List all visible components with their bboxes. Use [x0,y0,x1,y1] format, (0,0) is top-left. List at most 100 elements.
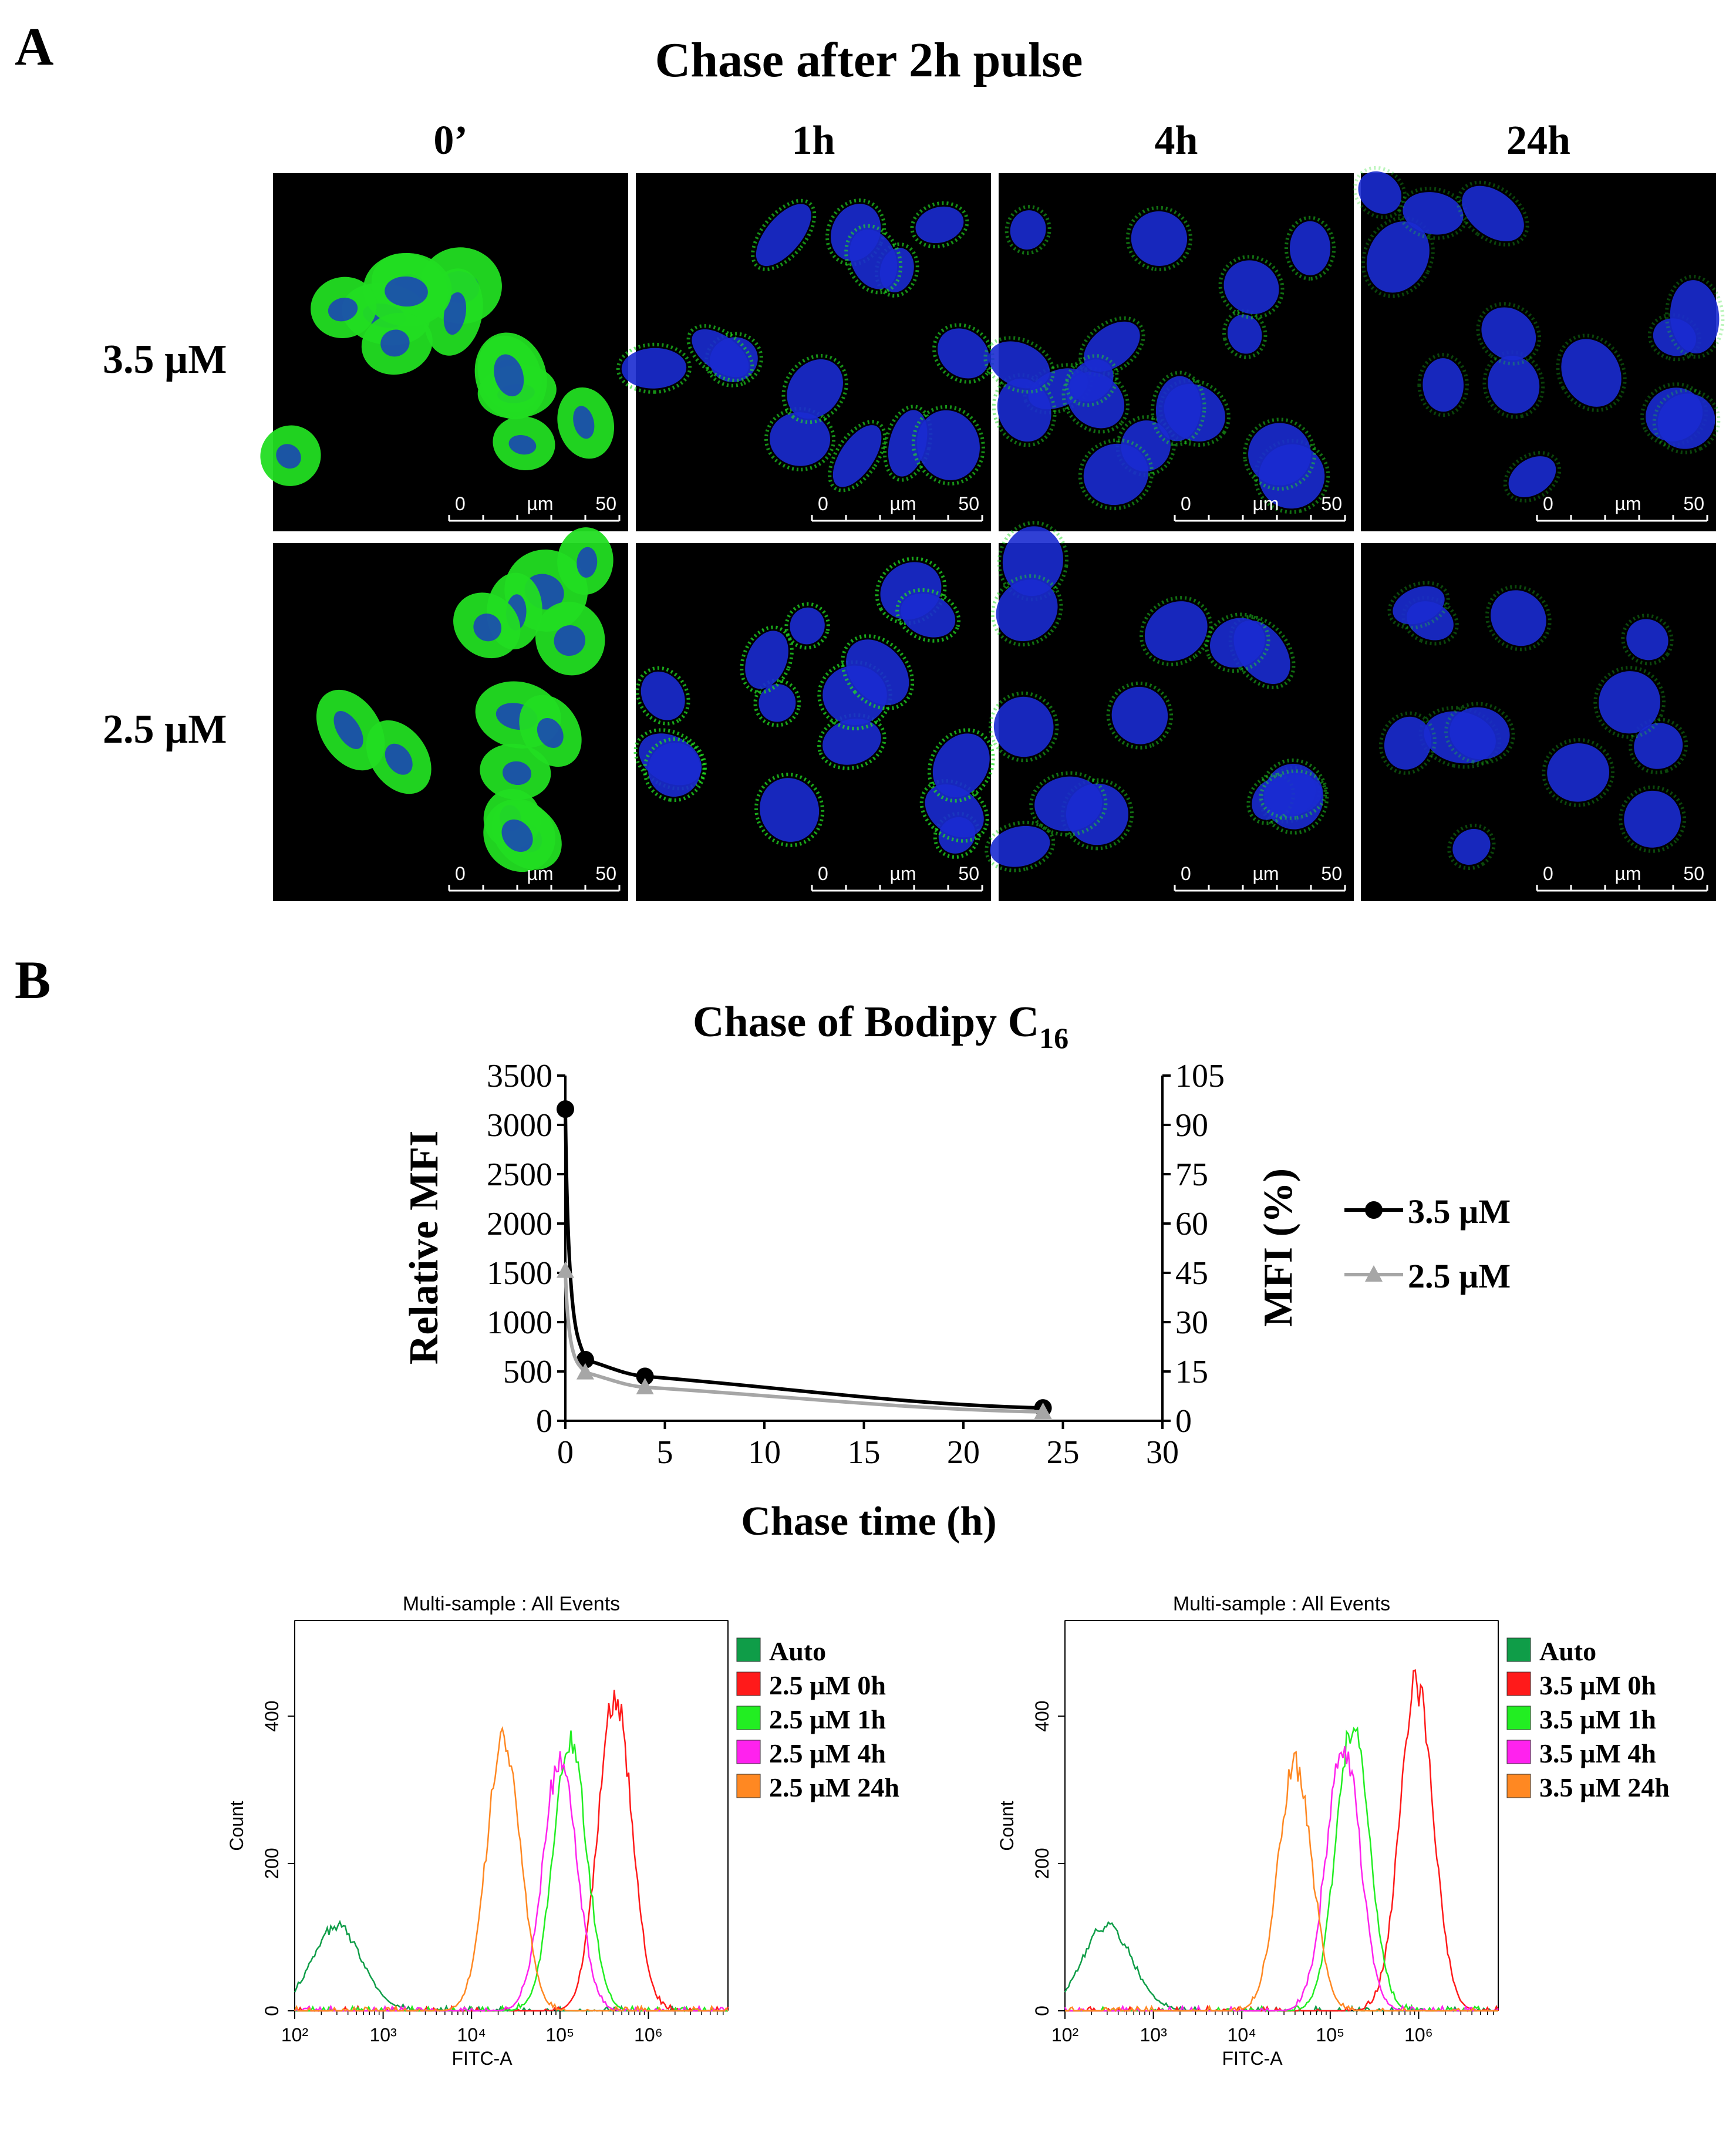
y-tick-label: 200 [261,1848,282,1879]
legend-label: 3.5 µM [1408,1192,1511,1231]
row-label: 2.5 µM [103,707,227,752]
cell-nucleus [1384,716,1431,770]
cell [311,277,377,339]
legend-item: Auto [1506,1636,1596,1666]
cell-membrane [642,737,706,803]
cell-membrane [1060,778,1134,851]
data-point [576,1363,594,1380]
cell [1125,205,1193,272]
legend-label: 2.5 µM 1h [769,1704,886,1734]
x-tick-label: 10⁵ [545,2024,574,2045]
column-headers: 0’ 1h 4h 24h [433,118,1570,163]
y2-tick-label: 15 [1175,1354,1208,1390]
cell-nucleus [759,684,796,722]
x-tick-label: 10² [281,2024,309,2045]
cell-nucleus [1131,211,1188,267]
cell [1004,205,1051,255]
cell [1243,417,1317,491]
cell-membrane [1447,823,1496,871]
x-tick-label: 10⁶ [1404,2024,1433,2045]
micrograph-tile: 0 µm 50 [983,173,1354,531]
cell [1222,309,1268,359]
column-header: 0’ [433,118,467,163]
cell-membrane [1353,166,1407,220]
cell [1284,215,1336,281]
data-point [557,1261,574,1278]
cell-nucleus [380,329,410,357]
scalebar-end: 50 [958,493,979,514]
x-tick-label: 10⁴ [1228,2024,1256,2045]
cell-nucleus [1450,707,1510,760]
cell-nucleus [1403,192,1464,235]
cell [1619,785,1687,853]
cell-nucleus [641,671,685,720]
cell-nucleus [1209,618,1265,668]
scalebar-unit: µm [889,863,916,884]
micrograph-tile: 0 µm 50 [273,527,628,901]
cell-nucleus [1223,260,1279,314]
cell-membrane [1078,316,1145,377]
cell [1482,350,1545,419]
cell-membrane [1029,771,1108,837]
x-tick-label: 10³ [1140,2024,1167,2045]
cell-membrane [1417,353,1469,417]
scalebar-end: 50 [595,493,616,514]
scalebar-end: 50 [1321,863,1342,884]
x-axis-title: FITC-A [451,2048,513,2069]
cell-membrane [1503,451,1562,503]
cell-membrane [1593,666,1666,739]
legend-item: 3.5 µM 0h [1506,1670,1656,1700]
legend-item: 2.5 µM [1344,1257,1511,1295]
cell [1218,255,1285,319]
y-tick-label: 2000 [487,1206,552,1242]
histogram-right: Multi-sample : All Events 0 200 400 10² 10³ 10… [996,1593,1670,2069]
cell-nucleus [1248,423,1312,486]
cell-membrane [1139,596,1213,666]
cell-nucleus [508,434,537,455]
scalebar-start: 0 [1543,493,1553,514]
scalebar-start: 0 [1181,493,1191,514]
legend-label: 2.5 µM [1408,1257,1511,1295]
cells [1378,581,1688,871]
legend-marker [1365,1265,1383,1282]
cell [1397,187,1469,240]
column-header: 1h [792,118,835,163]
legend-label: Auto [1539,1636,1596,1666]
cell-nucleus [1452,828,1491,865]
row-labels: 3.5 µM 2.5 µM [103,337,227,752]
legend-swatch [736,1774,761,1798]
cell [1204,612,1270,673]
cell-nucleus [756,204,811,267]
cell [753,679,801,727]
scalebar: 0 µm 50 [1174,863,1346,892]
legend-label: 2.5 µM 4h [769,1738,886,1768]
cell-nucleus [692,329,749,378]
cell-membrane [844,224,903,295]
cell [361,312,433,375]
legend-swatch [736,1706,761,1730]
histogram-series [294,1726,729,2013]
cell-membrane [895,588,961,643]
cell [616,342,692,394]
scalebar: 0 µm 50 [448,493,621,522]
data-point [576,1350,594,1369]
cell [260,425,321,486]
cell [686,324,754,383]
legend-label: 3.5 µM 4h [1539,1738,1656,1768]
cell-membrane [753,679,801,727]
series-high [557,1100,1052,1417]
chart-title-subscript: 16 [1039,1022,1068,1054]
cell-membrane [911,405,985,486]
cell [781,354,848,424]
legend-item: 3.5 µM 4h [1506,1738,1656,1768]
cell-nucleus [1599,671,1661,734]
cell-membrane [781,354,848,424]
legend-marker [1365,1201,1383,1219]
legend-label: 2.5 µM 24h [769,1772,899,1802]
cell-nucleus [1083,321,1140,372]
histogram-series [294,1751,729,2013]
cells [316,527,614,872]
cell [1485,585,1552,652]
cell [535,601,605,676]
cell-nucleus [1561,339,1622,407]
